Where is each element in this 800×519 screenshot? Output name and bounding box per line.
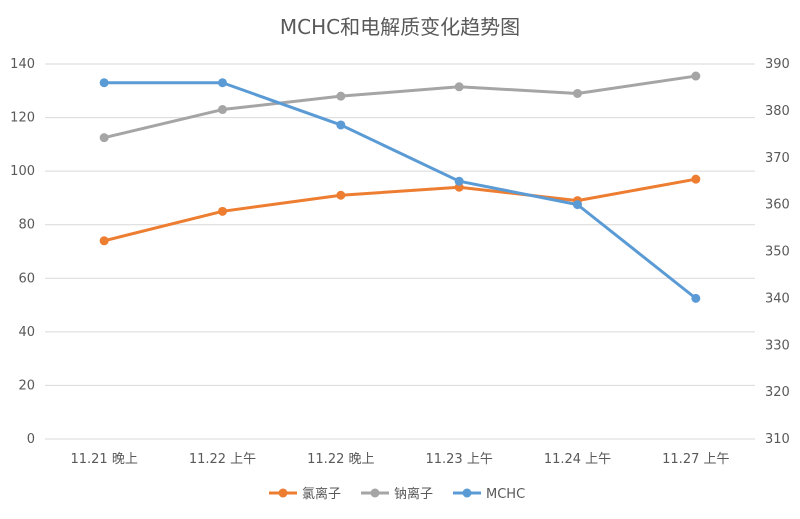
data-point[interactable] <box>573 88 582 98</box>
data-point[interactable] <box>691 293 701 303</box>
legend-label: 氯离子 <box>302 486 341 502</box>
series-line <box>102 81 698 300</box>
data-point[interactable] <box>218 206 227 216</box>
x-axis: 11.21 晚上 11.22 上午 11.22 晚上 11.23 上午 11.24 上午… <box>70 452 729 467</box>
right-y-tick-label: 350 <box>765 245 790 260</box>
plot-area <box>99 71 701 303</box>
data-point[interactable] <box>454 82 464 92</box>
right-y-axis: 310 320 330 340 350 360 370 380 390 <box>765 57 790 447</box>
data-point[interactable] <box>336 120 346 130</box>
right-y-tick-label: 340 <box>765 291 790 306</box>
left-y-tick-label: 0 <box>27 432 35 447</box>
data-point[interactable] <box>336 91 346 101</box>
data-point[interactable] <box>454 176 464 186</box>
x-tick-label: 11.27 上午 <box>662 452 729 467</box>
left-y-tick-label: 60 <box>18 271 35 286</box>
legend-marker <box>462 488 472 498</box>
series-2 <box>99 78 701 303</box>
series-line <box>102 177 698 243</box>
legend-marker <box>370 488 380 498</box>
legend-marker <box>278 488 288 498</box>
legend[interactable]: 氯离子 钠离子 MCHC <box>269 486 525 502</box>
legend-item[interactable]: 钠离子 <box>361 486 433 502</box>
data-point[interactable] <box>99 236 109 246</box>
chart-title: MCHC和电解质变化趋势图 <box>280 15 520 39</box>
left-y-tick-label: 40 <box>18 325 35 340</box>
right-y-tick-label: 370 <box>765 151 790 166</box>
x-tick-label: 11.22 上午 <box>189 452 256 467</box>
right-y-tick-label: 330 <box>765 338 790 353</box>
right-y-tick-label: 310 <box>765 432 790 447</box>
right-y-tick-label: 360 <box>765 198 790 213</box>
data-point[interactable] <box>336 190 346 200</box>
left-y-tick-label: 120 <box>10 111 35 126</box>
right-y-tick-label: 320 <box>765 385 790 400</box>
right-y-tick-label: 390 <box>765 57 790 72</box>
right-y-tick-label: 380 <box>765 104 790 119</box>
x-tick-label: 11.21 晚上 <box>70 452 137 467</box>
series-line <box>102 74 698 140</box>
x-tick-label: 11.23 上午 <box>425 452 492 467</box>
data-point[interactable] <box>99 78 109 88</box>
legend-item[interactable]: 氯离子 <box>269 486 341 502</box>
legend-label: MCHC <box>486 487 525 502</box>
left-y-axis: 0 20 40 60 80 100 120 140 <box>10 57 35 447</box>
series-1 <box>99 71 701 143</box>
gridlines <box>45 63 755 440</box>
data-point[interactable] <box>691 71 701 81</box>
left-y-tick-label: 100 <box>10 164 35 179</box>
data-point[interactable] <box>218 105 227 115</box>
legend-label: 钠离子 <box>394 486 433 502</box>
data-point[interactable] <box>573 200 582 210</box>
series-0 <box>99 174 701 246</box>
left-y-tick-label: 20 <box>18 378 35 393</box>
data-point[interactable] <box>691 174 701 184</box>
data-point[interactable] <box>99 133 109 143</box>
x-tick-label: 11.24 上午 <box>544 452 611 467</box>
data-point[interactable] <box>218 78 227 88</box>
left-y-tick-label: 80 <box>18 218 35 233</box>
x-tick-label: 11.22 晚上 <box>307 452 374 467</box>
legend-item[interactable]: MCHC <box>453 487 525 502</box>
left-y-tick-label: 140 <box>10 57 35 72</box>
